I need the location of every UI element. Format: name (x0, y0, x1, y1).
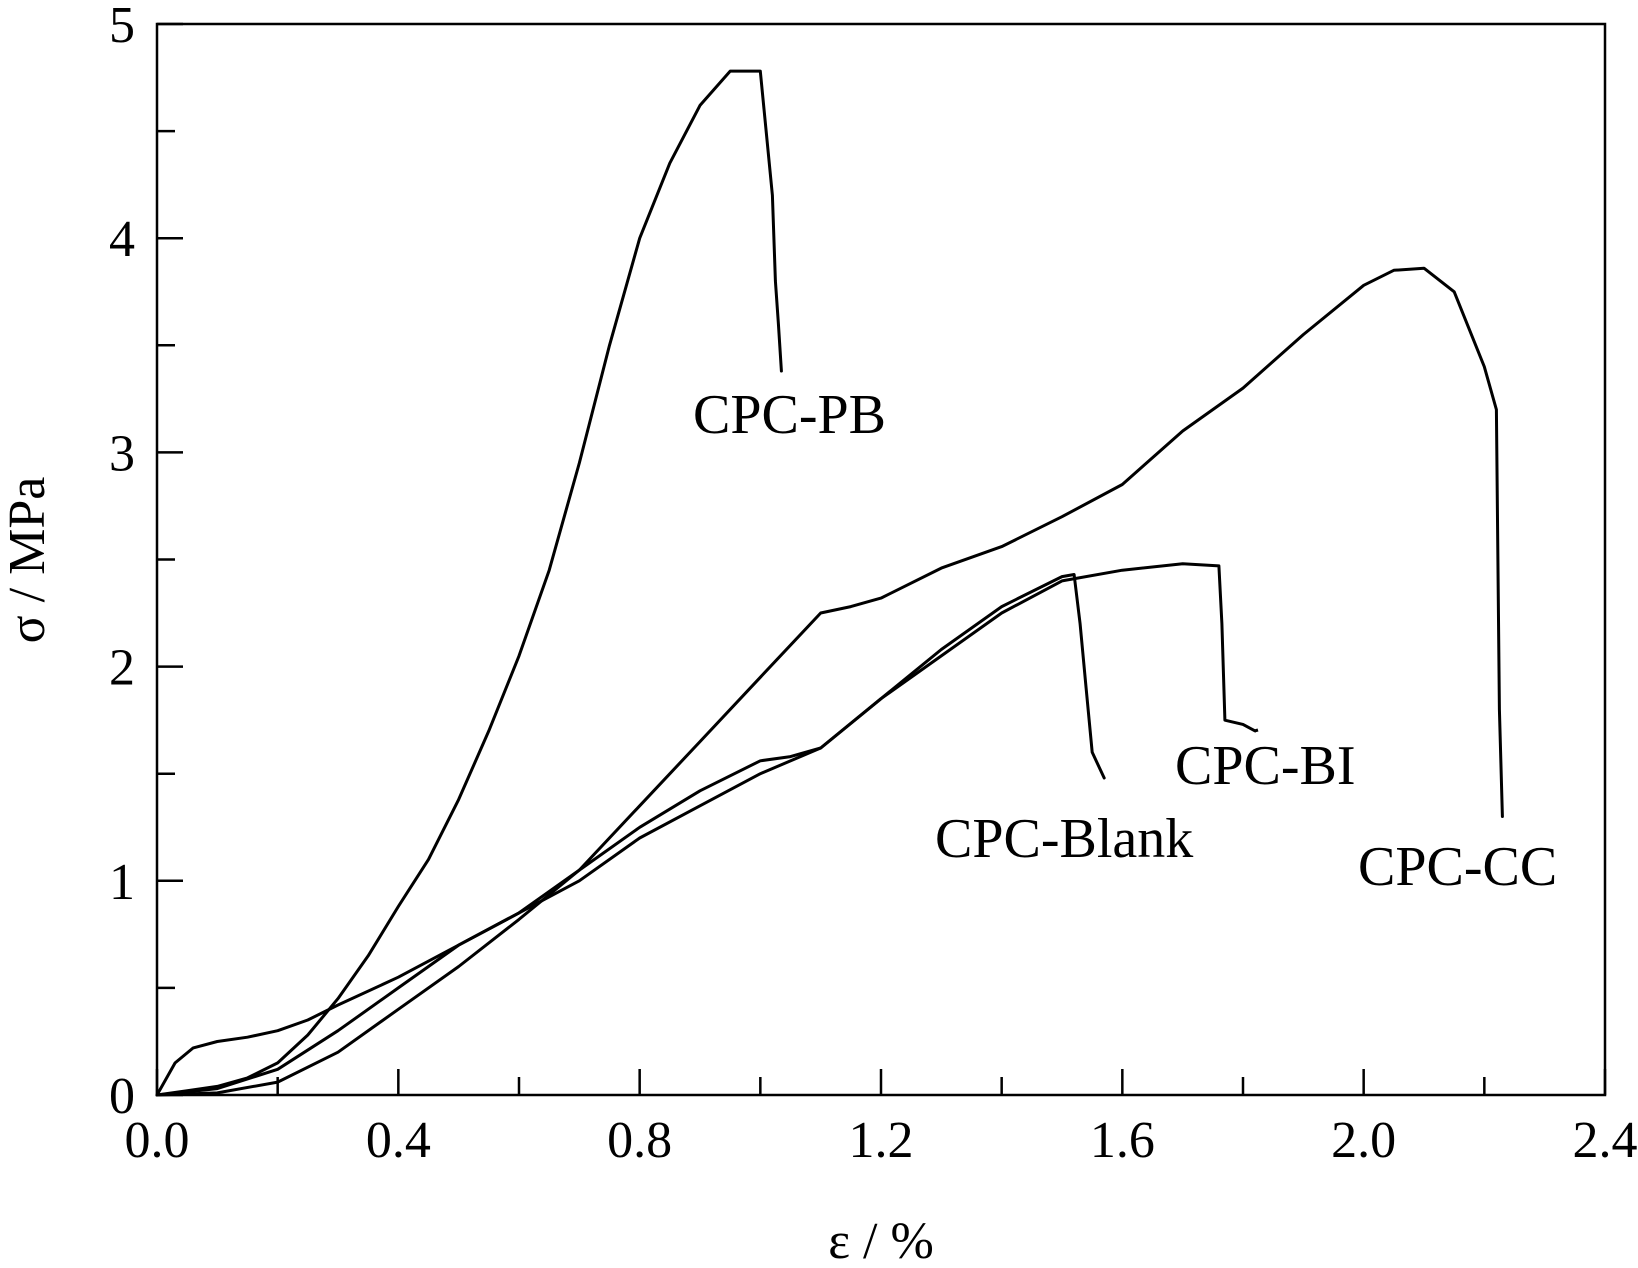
curves (155, 69, 1504, 1097)
leader-cpc-bi (1254, 728, 1259, 733)
label-cpc-bi: CPC-BI (1175, 735, 1356, 797)
label-cpc-pb: CPC-PB (693, 384, 886, 446)
x-tick-label: 1.2 (849, 1112, 914, 1169)
axis-ticks (155, 22, 1607, 1097)
y-tick-label: 1 (109, 854, 135, 911)
label-cpc-blank: CPC-Blank (935, 808, 1193, 870)
label-leaders (1254, 728, 1259, 733)
y-tick-label: 0 (109, 1068, 135, 1125)
x-tick-label: 0.4 (366, 1112, 431, 1169)
x-tick-label: 1.6 (1090, 1112, 1155, 1169)
y-tick-label: 2 (109, 640, 135, 697)
x-tick-label: 2.0 (1331, 1112, 1396, 1169)
curve-cpc-pb (155, 69, 783, 1097)
y-axis-label: σ / MPa (0, 477, 56, 644)
x-tick-label: 0.8 (607, 1112, 672, 1169)
curve-cpc-blank (155, 573, 1106, 1097)
label-cpc-cc: CPC-CC (1358, 836, 1557, 898)
x-tick-label: 0.0 (125, 1112, 190, 1169)
y-tick-label: 3 (109, 425, 135, 482)
y-tick-label: 4 (109, 211, 135, 268)
x-tick-label: 2.4 (1573, 1112, 1638, 1169)
curve-cpc-cc (155, 266, 1504, 1097)
x-axis-label: ε / % (828, 1213, 934, 1268)
tick-labels: 0.0 0.4 0.8 1.2 1.6 2.0 2.4 0 1 2 3 4 5 (109, 0, 1638, 1169)
plot-frame (155, 22, 1607, 1097)
y-tick-label: 5 (109, 0, 135, 54)
